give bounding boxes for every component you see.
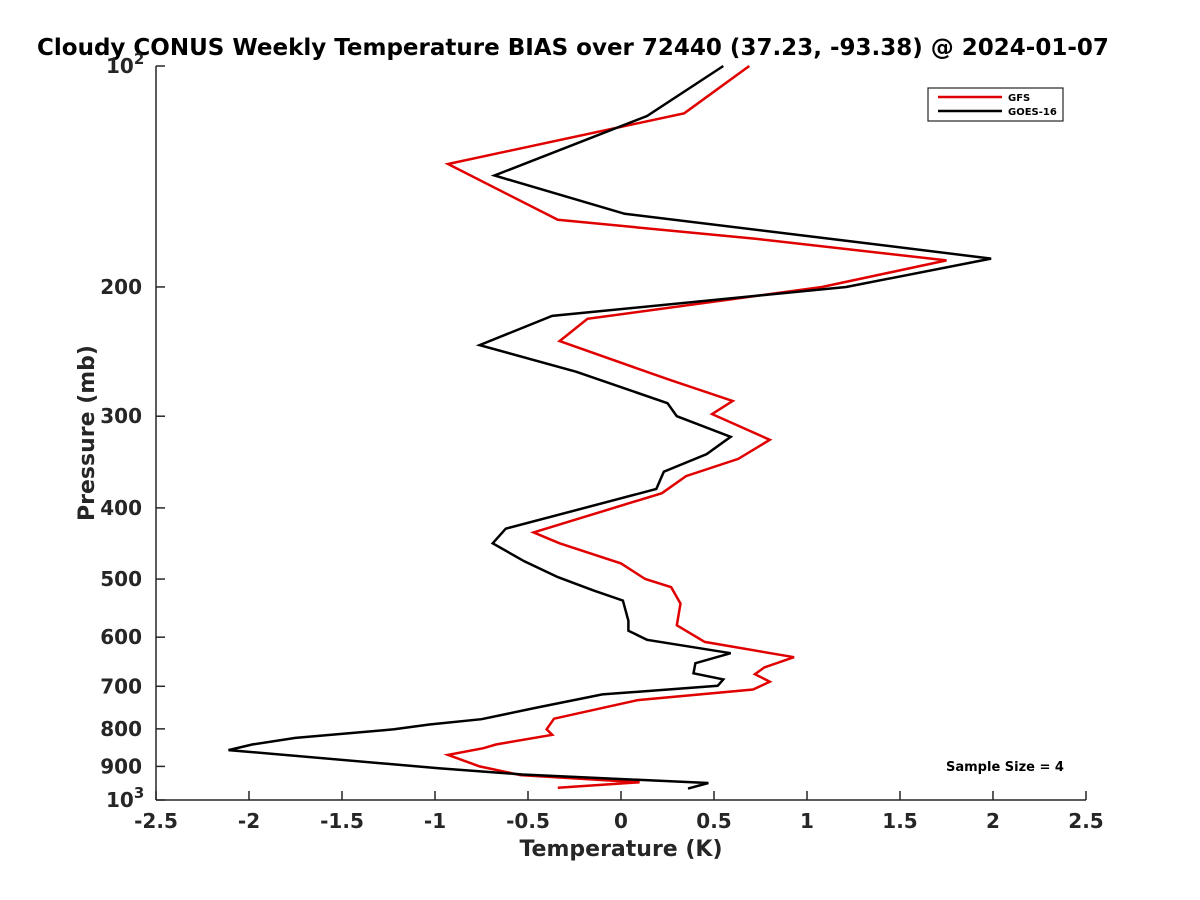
y-tick-label: 102 <box>106 50 144 78</box>
y-tick-label-base: 10 <box>106 788 134 812</box>
legend: GFS GOES-16 <box>927 87 1064 122</box>
y-tick-label: 500 <box>100 567 142 591</box>
y-axis-label: Pressure (mb) <box>75 345 100 521</box>
x-tick-label: 0 <box>614 809 628 833</box>
x-tick-label: 1.5 <box>882 809 917 833</box>
legend-label-goes16: GOES-16 <box>1008 107 1057 118</box>
x-ticks: -2.5 -2 -1.5 -1 -0.5 0 0.5 1 1.5 2 2.5 <box>134 791 1104 833</box>
y-tick-label: 300 <box>100 404 142 428</box>
x-tick-label: -1.5 <box>320 809 364 833</box>
series-line-gfs <box>443 64 947 789</box>
x-tick-label: -2 <box>238 809 260 833</box>
y-tick-label-exponent: 2 <box>134 50 144 68</box>
x-tick-label: -0.5 <box>506 809 550 833</box>
y-tick-label: 700 <box>100 674 142 698</box>
plot-series <box>228 64 992 790</box>
series-line-goes16 <box>228 64 992 790</box>
sample-size-annotation: Sample Size = 4 <box>946 760 1064 775</box>
legend-label-gfs: GFS <box>1008 93 1030 104</box>
chart-title: Cloudy CONUS Weekly Temperature BIAS ove… <box>37 35 1109 61</box>
x-tick-label: 0.5 <box>696 809 731 833</box>
x-tick-label: 2 <box>986 809 1000 833</box>
y-tick-label: 600 <box>100 625 142 649</box>
y-tick-label: 400 <box>100 496 142 520</box>
y-tick-label-exponent: 3 <box>134 784 144 802</box>
x-tick-label: 1 <box>800 809 814 833</box>
y-tick-label: 800 <box>100 717 142 741</box>
y-tick-label: 900 <box>100 754 142 778</box>
x-tick-label: 2.5 <box>1068 809 1103 833</box>
x-tick-label: -1 <box>424 809 446 833</box>
y-tick-label: 200 <box>100 275 142 299</box>
x-axis-label: Temperature (K) <box>519 837 722 862</box>
y-tick-label-base: 10 <box>106 54 134 78</box>
legend-box <box>927 87 1064 122</box>
x-tick-label: -2.5 <box>134 809 178 833</box>
y-tick-label: 103 <box>106 784 144 812</box>
